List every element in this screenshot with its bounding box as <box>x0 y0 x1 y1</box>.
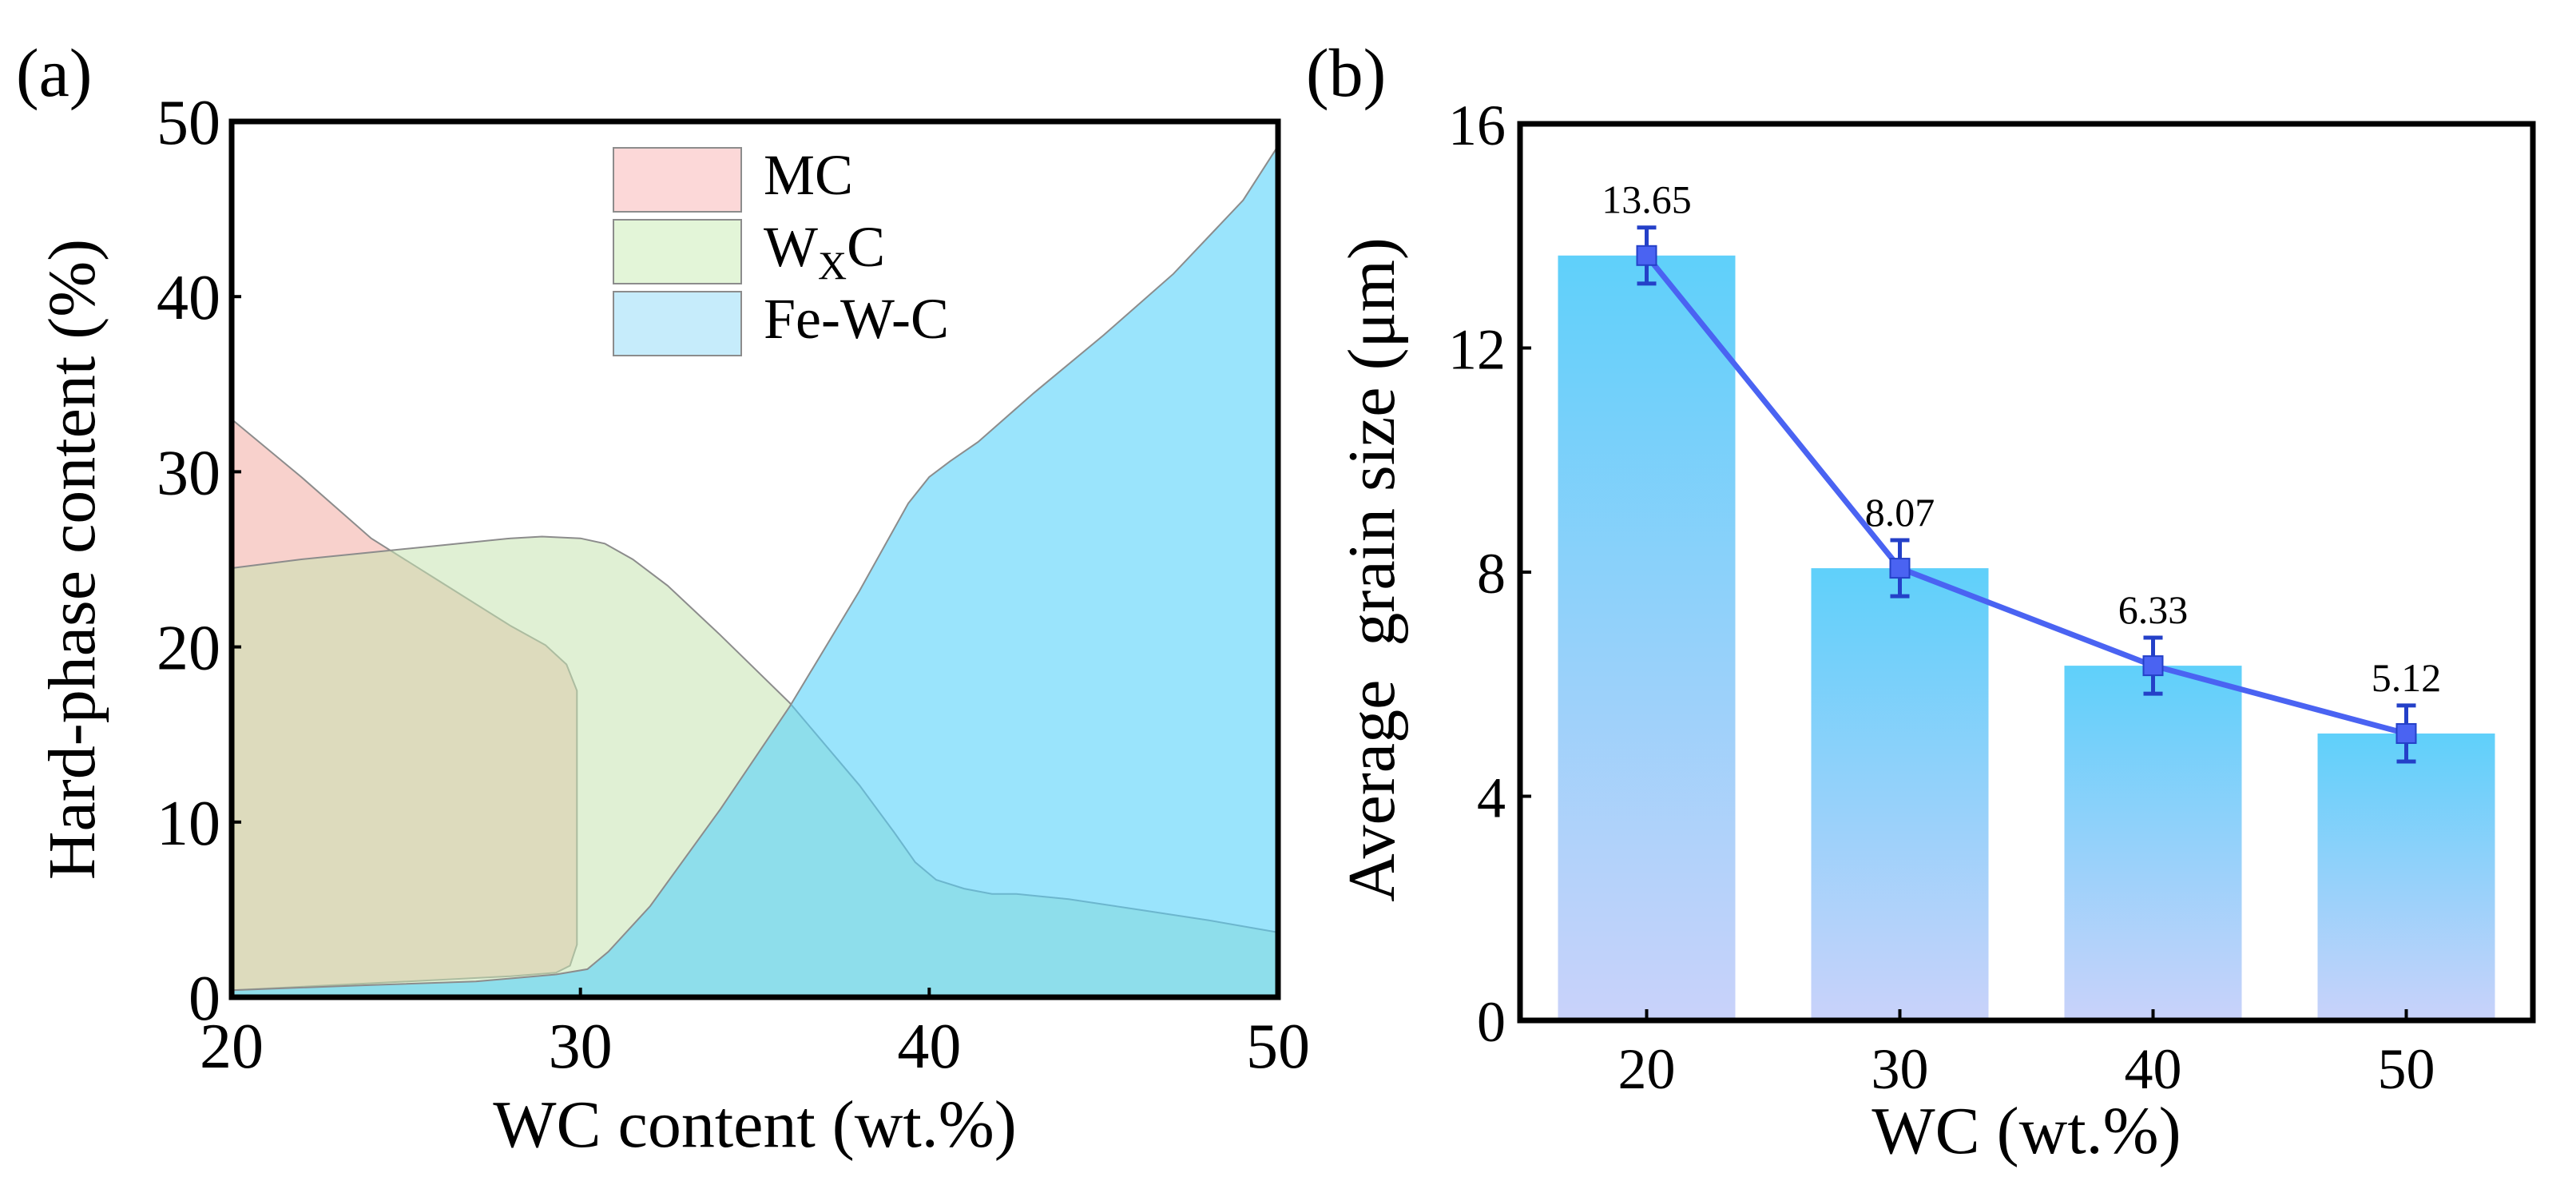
bar-20 <box>1558 255 1736 1020</box>
chart-a-frame <box>228 118 1281 1000</box>
data-point <box>1636 245 1657 266</box>
data-label: 6.33 <box>2118 587 2189 632</box>
data-label: 5.12 <box>2372 655 2442 700</box>
chart-a-ytick-label: 30 <box>157 438 220 508</box>
panel-b-label: (b) <box>1306 34 1386 111</box>
chart-b: (b) 13.65 8.07 6.33 5.12 0 4 8 12 16 20 30 40 50 WC… <box>1306 34 2536 1168</box>
chart-a-ytick-label: 10 <box>157 789 220 859</box>
legend-swatch-wxc <box>613 219 742 284</box>
chart-b-ytick-label: 16 <box>1448 93 1506 157</box>
chart-a-ytick-label: 0 <box>189 964 220 1034</box>
chart-b-trend: 13.65 8.07 6.33 5.12 <box>1602 177 2442 764</box>
chart-a-ytick-label: 20 <box>157 614 220 684</box>
chart-b-ytick-label: 12 <box>1448 318 1506 382</box>
legend-label-mc: MC <box>764 143 853 207</box>
bar-30 <box>1811 568 1989 1020</box>
data-point <box>1889 558 1911 579</box>
chart-b-ticks: 0 4 8 12 16 20 30 40 50 <box>1448 93 2435 1101</box>
data-point <box>2395 722 2417 744</box>
panel-a-label: (a) <box>16 34 92 111</box>
data-point <box>2142 655 2164 677</box>
legend-label-fe-w-c: Fe-W-C <box>764 287 949 351</box>
data-label: 13.65 <box>1602 177 1692 222</box>
chart-a-xtick-label: 30 <box>549 1012 613 1082</box>
chart-a-ticks: 20 30 40 50 0 10 20 30 40 50 <box>157 88 1310 1082</box>
chart-b-ytick-label: 0 <box>1477 990 1506 1054</box>
chart-a-xtick-label: 20 <box>200 1012 264 1082</box>
legend-swatch-mc <box>613 147 742 213</box>
chart-a-areas <box>231 143 1279 998</box>
chart-a-xtick-label: 50 <box>1246 1012 1310 1082</box>
chart-b-bars <box>1558 255 2495 1020</box>
chart-a-ytick-label: 50 <box>157 88 220 158</box>
trend-line <box>1644 253 2407 737</box>
chart-a-xlabel: WC content (wt.%) <box>493 1088 1016 1162</box>
chart-a-ytick-label: 40 <box>157 263 220 333</box>
chart-b-xlabel: WC (wt.%) <box>1871 1094 2181 1168</box>
chart-b-xtick-label: 40 <box>2125 1037 2182 1101</box>
chart-a-ylabel: Hard-phase content (%) <box>35 239 109 880</box>
chart-a-xtick-label: 40 <box>897 1012 961 1082</box>
chart-b-ytick-label: 8 <box>1477 542 1506 606</box>
legend-label-wxc: WXC <box>764 215 885 288</box>
chart-b-xtick-label: 30 <box>1871 1037 1929 1101</box>
chart-b-xtick-label: 50 <box>2378 1037 2435 1101</box>
bar-50 <box>2317 733 2495 1020</box>
chart-b-xtick-label: 20 <box>1618 1037 1676 1101</box>
chart-b-ylabel: Average grain size (μm) <box>1335 237 1409 902</box>
data-label: 8.07 <box>1865 490 1935 535</box>
legend-swatch-fe-w-c <box>613 291 742 356</box>
area-fe-w-c <box>231 143 1279 998</box>
chart-b-ytick-label: 4 <box>1477 766 1506 830</box>
bar-40 <box>2064 666 2242 1020</box>
